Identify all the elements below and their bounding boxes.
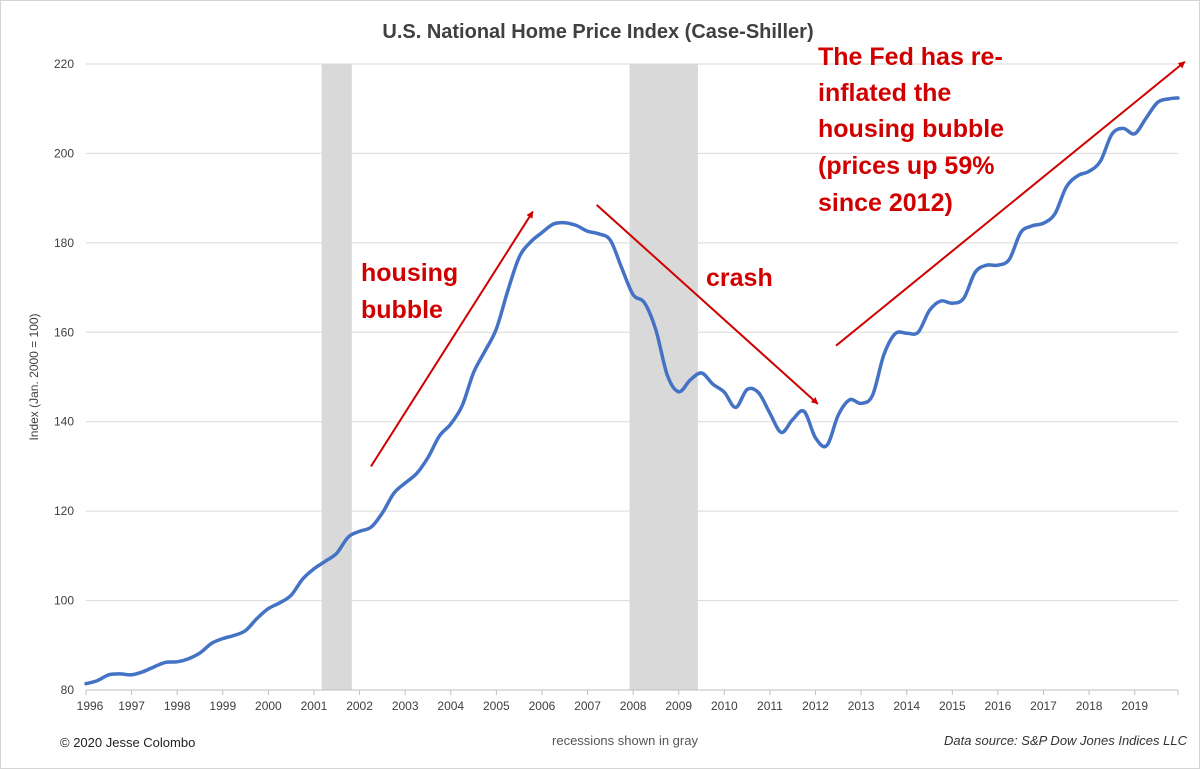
x-tick-label: 2019 [1121, 699, 1148, 713]
x-tick-label: 1999 [209, 699, 236, 713]
y-axis-ticks: 80 100 120 140 160 180 200 220 [54, 57, 74, 697]
x-tick-label: 2004 [437, 699, 464, 713]
x-tick-label: 2014 [893, 699, 920, 713]
annotation-housing-bubble-line-1: housing [361, 259, 458, 287]
x-tick-label: 2013 [848, 699, 875, 713]
x-tick-label: 2007 [574, 699, 601, 713]
annotation-housing-bubble-line-2: bubble [361, 296, 443, 324]
x-tick-label: 1998 [164, 699, 191, 713]
y-tick-label: 200 [54, 146, 74, 160]
gridlines [86, 63, 1178, 602]
annotation-fed-line-5: since 2012) [818, 189, 953, 217]
annotation-fed-line-4: (prices up 59% [818, 152, 994, 180]
x-tick-label: 2009 [665, 699, 692, 713]
y-tick-label: 220 [54, 57, 74, 71]
x-tick-label: 1997 [118, 699, 145, 713]
x-tick-label: 1996 [77, 699, 104, 713]
recession-band-1 [629, 64, 698, 690]
x-tick-label: 2000 [255, 699, 282, 713]
x-tick-label: 2010 [711, 699, 738, 713]
x-tick-label: 2008 [620, 699, 647, 713]
y-axis-title: Index (Jan. 2000 = 100) [27, 313, 41, 440]
y-tick-label: 100 [54, 594, 74, 608]
data-source: Data source: S&P Dow Jones Indices LLC [944, 733, 1188, 748]
chart-title: U.S. National Home Price Index (Case-Shi… [382, 21, 813, 43]
x-tick-label: 2005 [483, 699, 510, 713]
y-tick-label: 160 [54, 325, 74, 339]
arrow-housing-bubble [370, 210, 534, 467]
annotation-fed-line-3: housing bubble [818, 115, 1004, 143]
x-tick-label: 2018 [1076, 699, 1103, 713]
arrow-crash [595, 204, 819, 405]
x-tick-label: 2002 [346, 699, 373, 713]
arrow-fed-reinflation [835, 60, 1186, 347]
x-tick-label: 2001 [301, 699, 328, 713]
x-tick-label: 2015 [939, 699, 966, 713]
annotations: housing bubble crash The Fed has re- inf… [361, 43, 1186, 467]
x-tick-label: 2006 [529, 699, 556, 713]
y-tick-label: 120 [54, 504, 74, 518]
recession-bands [321, 64, 698, 690]
annotation-fed-line-2: inflated the [818, 79, 951, 107]
series-line [84, 96, 1180, 686]
recession-note: recessions shown in gray [552, 733, 698, 748]
x-tick-label: 2011 [757, 699, 783, 713]
x-axis-ticks: 1996 1997 1998 1999 2000 2001 2002 2003 2004 2005… [77, 690, 1179, 713]
recession-band-0 [321, 64, 352, 690]
x-tick-label: 2003 [392, 699, 419, 713]
x-tick-label: 2017 [1030, 699, 1057, 713]
annotation-fed-line-1: The Fed has re- [818, 43, 1003, 71]
x-tick-label: 2012 [802, 699, 829, 713]
y-tick-label: 140 [54, 415, 74, 429]
copyright-note: © 2020 Jesse Colombo [60, 735, 195, 750]
y-tick-label: 80 [61, 683, 75, 697]
annotation-crash: crash [706, 264, 773, 292]
x-tick-label: 2016 [985, 699, 1012, 713]
y-tick-label: 180 [54, 236, 74, 250]
